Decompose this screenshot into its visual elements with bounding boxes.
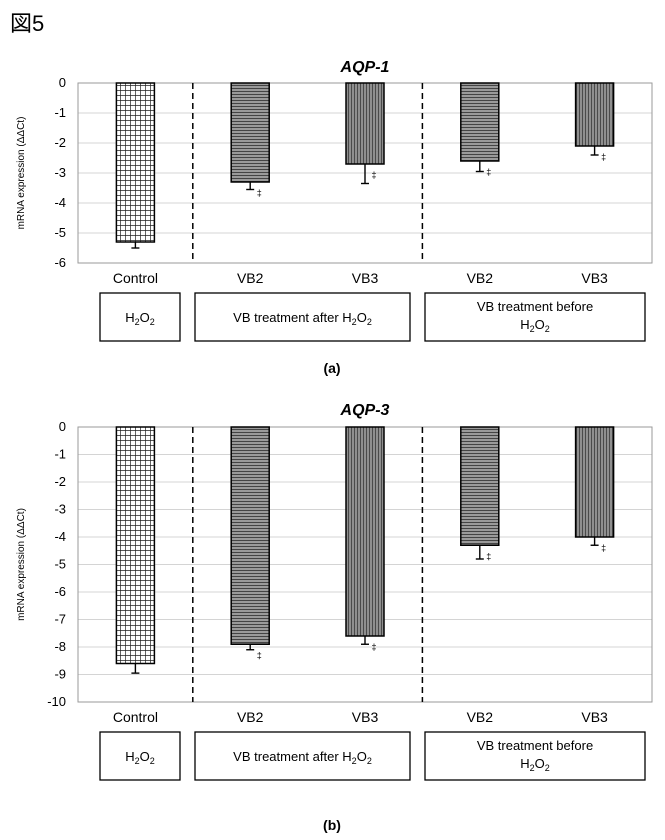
significance-marker: ‡: [486, 551, 491, 561]
y-tick-label: -5: [54, 225, 66, 240]
group-label: VB treatment before: [477, 738, 593, 753]
chart-title: AQP-1: [340, 59, 390, 76]
bar: [345, 82, 385, 165]
group-box: [194, 292, 411, 342]
x-category-label: Control: [113, 270, 158, 286]
y-tick-label: -4: [54, 195, 66, 210]
group-label: H2O2: [520, 317, 550, 334]
x-category-label: VB2: [237, 270, 264, 286]
group-label: H2O2: [520, 756, 550, 773]
y-tick-label: -4: [54, 529, 66, 544]
y-tick-label: -10: [47, 694, 66, 709]
chart-aqp1: AQP-1 0 -1 -2 -3 -4 -5 -6 mRNA expression (ΔΔCt)…: [16, 59, 653, 376]
y-tick-label: -6: [54, 255, 66, 270]
group-box: [424, 292, 646, 342]
x-category-label: VB3: [352, 709, 379, 725]
bar: [230, 426, 270, 645]
y-tick-label: -8: [54, 639, 66, 654]
significance-marker: ‡: [257, 188, 262, 198]
y-tick-label: -6: [54, 584, 66, 599]
bar: [230, 82, 270, 183]
x-category-label: VB3: [581, 709, 608, 725]
group-box: [99, 731, 181, 781]
y-tick-label: -3: [54, 502, 66, 517]
bar: [574, 426, 615, 538]
y-tick-label: -5: [54, 557, 66, 572]
significance-marker: ‡: [486, 167, 491, 177]
sub-figure-label: (b): [323, 817, 341, 833]
y-tick-label: 0: [59, 75, 66, 90]
y-tick-label: -3: [54, 165, 66, 180]
bar: [574, 82, 615, 147]
y-tick-label: -2: [54, 135, 66, 150]
chart-title: AQP-3: [340, 402, 390, 419]
significance-marker: ‡: [371, 170, 376, 180]
y-tick-label: -9: [54, 667, 66, 682]
bar: [115, 82, 156, 243]
group-label: H2O2: [125, 749, 155, 766]
bar: [345, 426, 385, 637]
figure-label: 図5: [10, 11, 45, 36]
bar: [460, 426, 500, 546]
significance-marker: ‡: [257, 650, 262, 660]
significance-marker: ‡: [371, 642, 376, 652]
group-box: [99, 292, 181, 342]
x-category-label: VB3: [352, 270, 379, 286]
group-box: [424, 731, 646, 781]
bar: [115, 426, 156, 665]
y-tick-label: -7: [54, 612, 66, 627]
y-tick-label: -2: [54, 474, 66, 489]
y-tick-label: 0: [59, 419, 66, 434]
significance-marker: ‡: [601, 543, 606, 553]
x-category-label: VB2: [467, 270, 494, 286]
x-category-label: VB2: [237, 709, 264, 725]
x-category-label: VB2: [467, 709, 494, 725]
sub-figure-label: (a): [323, 360, 340, 376]
chart-aqp3: AQP-3 0 -1 -2 -3 -4 -5 -6 -7 -8 -9 -10 mRNA expressi…: [16, 402, 653, 833]
y-axis-label: mRNA expression (ΔΔCt): [16, 117, 27, 230]
group-box: [194, 731, 411, 781]
group-label: VB treatment after H2O2: [233, 749, 372, 766]
y-tick-label: -1: [54, 447, 66, 462]
significance-marker: ‡: [601, 152, 606, 162]
x-category-label: VB3: [581, 270, 608, 286]
group-label: H2O2: [125, 310, 155, 327]
y-axis-label: mRNA expression (ΔΔCt): [16, 508, 27, 621]
x-category-label: Control: [113, 709, 158, 725]
group-label: VB treatment after H2O2: [233, 310, 372, 327]
y-tick-label: -1: [54, 105, 66, 120]
bar: [460, 82, 500, 162]
group-label: VB treatment before: [477, 299, 593, 314]
